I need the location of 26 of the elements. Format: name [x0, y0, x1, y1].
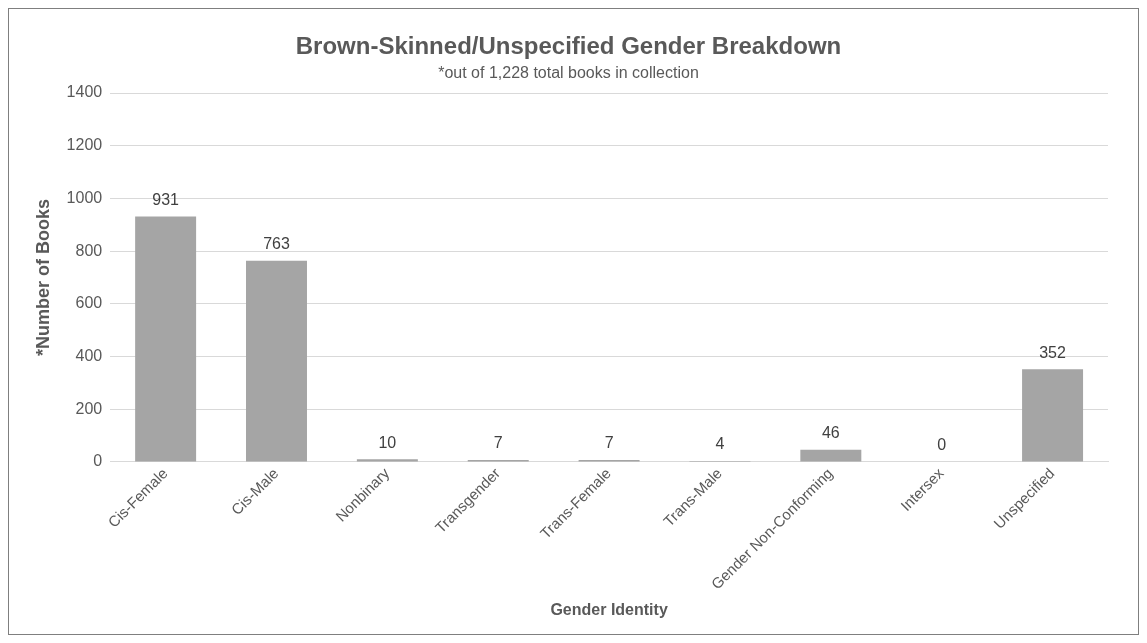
x-axis-title: Gender Identity	[550, 600, 668, 618]
bar	[135, 216, 197, 462]
y-tick-label: 800	[75, 241, 103, 259]
y-tick-label: 200	[75, 399, 103, 417]
y-tick-label: 600	[75, 294, 103, 312]
data-label: 10	[378, 433, 397, 451]
data-label: 931	[152, 191, 180, 208]
y-tick-label: 1400	[66, 83, 103, 101]
bar	[1022, 369, 1084, 462]
bar	[800, 449, 862, 462]
bar	[356, 459, 418, 462]
data-label: 7	[493, 434, 503, 452]
y-tick-label: 1000	[66, 188, 103, 206]
y-tick-label: 1200	[66, 136, 103, 154]
data-label: 46	[821, 424, 840, 442]
y-axis-title: *Number of Books	[32, 198, 53, 356]
chart-subtitle: *out of 1,228 total books in collection	[438, 63, 699, 81]
data-label: 0	[937, 436, 947, 454]
chart-title: Brown-Skinned/Unspecified Gender Breakdown	[295, 32, 842, 60]
data-label: 763	[263, 235, 290, 253]
data-label: 4	[715, 435, 725, 453]
data-label: 352	[1039, 343, 1067, 361]
bar	[246, 260, 307, 462]
y-tick-label: 0	[93, 452, 103, 470]
data-label: 7	[604, 434, 614, 452]
y-tick-label: 400	[75, 346, 103, 364]
